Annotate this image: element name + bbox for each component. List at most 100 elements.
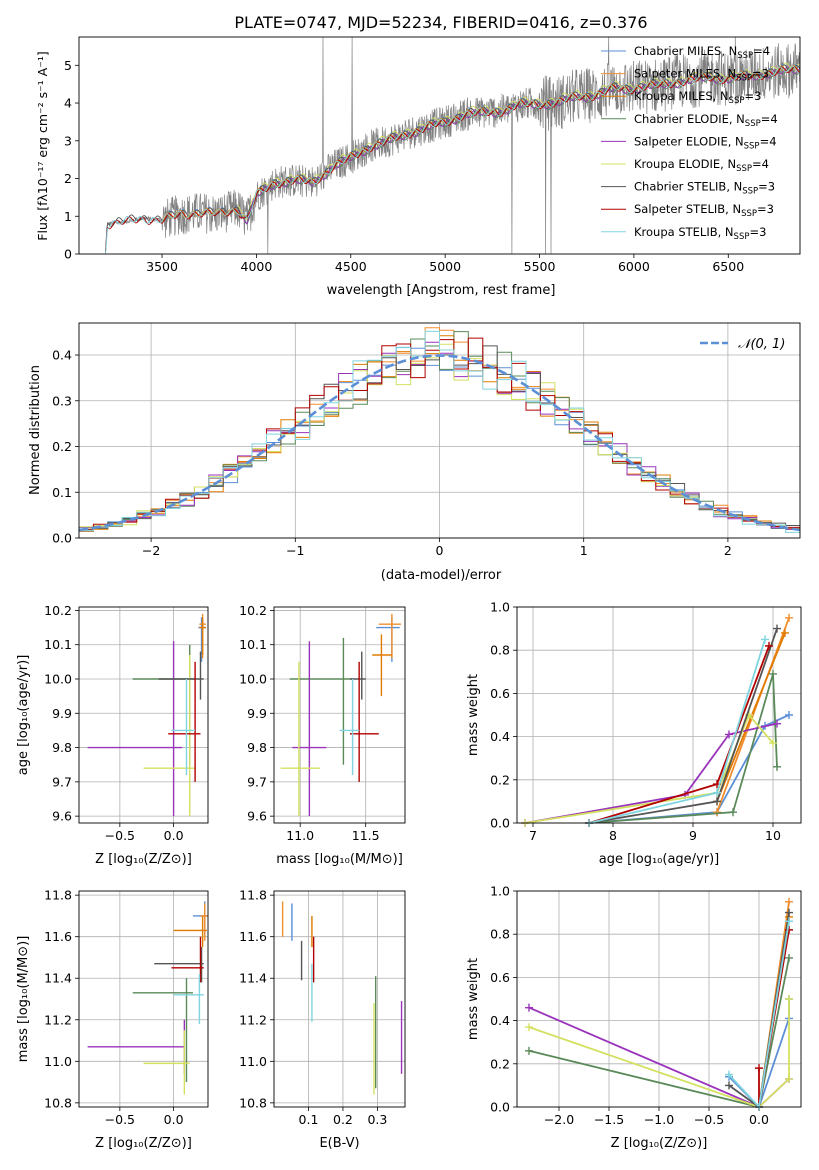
spectrum-panel: 3500 4000 4500 5000 5500 6000 6500 0 1 2 3 4 5 Chabri… xyxy=(35,36,801,298)
x-tick-label: 0.2 xyxy=(333,1112,353,1127)
axes-frame xyxy=(78,606,209,824)
x-tick-label: 0.3 xyxy=(367,1112,387,1127)
y-tick-label: 0.3 xyxy=(52,393,72,408)
weight-marker xyxy=(761,635,769,644)
y-tick-label: 11.6 xyxy=(239,929,267,944)
weight-line-salpeter-elodie xyxy=(524,722,778,824)
x-axis-label: wavelength [Angstrom, rest frame] xyxy=(327,283,556,298)
weight-marker xyxy=(781,628,789,637)
x-axis-label: mass [log₁₀(M/M⊙)] xyxy=(276,852,403,867)
y-tick-label: 2 xyxy=(64,171,72,186)
axes-frame xyxy=(516,606,802,824)
y-axis-label: Normed distribution xyxy=(28,365,43,495)
x-tick-label: 4000 xyxy=(241,259,273,274)
x-tick-label: 10 xyxy=(765,828,781,843)
y-axis-label: Flux [fλ10⁻¹⁷ erg cm⁻² s⁻¹ A⁻¹] xyxy=(35,51,50,240)
x-tick-label: 2 xyxy=(724,543,732,558)
x-tick-label: −0.5 xyxy=(105,1112,135,1127)
y-tick-label: 0.0 xyxy=(490,1100,510,1115)
y-tick-label: 9.9 xyxy=(247,706,267,721)
y-tick-label: 11.4 xyxy=(44,971,72,986)
model-spectrum-line-kroupa-stelib xyxy=(104,65,801,255)
legend-entry: 𝒩(0, 1) xyxy=(738,337,785,352)
weight-marker xyxy=(773,719,781,728)
weight-marker xyxy=(769,669,777,678)
y-tick-label: 11.8 xyxy=(239,888,267,903)
weight-vs-age-panel: 7 8 9 10 0.0 0.2 0.4 0.6 0.8 1.0 mass weight age [l… xyxy=(466,600,802,867)
x-tick-label: 3500 xyxy=(146,259,178,274)
x-tick-label: −1.0 xyxy=(644,1112,674,1127)
x-tick-label: −2.0 xyxy=(544,1112,574,1127)
axes-frame xyxy=(273,606,406,824)
legend-entry: Chabrier MILES, NSSP=4 xyxy=(634,44,770,61)
legend-entry: Salpeter STELIB, NSSP=3 xyxy=(634,202,774,219)
y-tick-label: 0.8 xyxy=(490,643,510,658)
y-tick-label: 10.8 xyxy=(44,1095,72,1110)
residuals-histogram-panel: −2 −1 0 1 2 0.0 0.1 0.2 0.3 0.4 𝒩(0, 1) (data-model… xyxy=(28,322,801,583)
legend-entry: Kroupa STELIB, NSSP=3 xyxy=(634,225,766,242)
x-axis-label: Z [log₁₀(Z/Z⊙)] xyxy=(95,852,192,867)
y-tick-label: 11.4 xyxy=(239,971,267,986)
weight-line-kroupa-elodie xyxy=(528,999,790,1109)
y-tick-label: 11.0 xyxy=(239,1054,267,1069)
legend-entry: Salpeter MILES, NSSP=3 xyxy=(634,67,769,84)
weight-marker xyxy=(729,808,737,817)
y-axis-label: age [log₁₀(age/yr)] xyxy=(16,655,31,776)
y-tick-label: 1 xyxy=(64,209,72,224)
weight-marker xyxy=(713,788,721,797)
axes-frame xyxy=(273,890,406,1108)
weight-marker xyxy=(785,917,793,926)
figure-title: PLATE=0747, MJD=52234, FIBERID=0416, z=0… xyxy=(234,13,647,32)
x-tick-label: 4500 xyxy=(335,259,367,274)
y-tick-label: 0.0 xyxy=(490,816,510,831)
y-tick-label: 0.2 xyxy=(490,1056,510,1071)
y-axis-label: mass weight xyxy=(466,958,481,1040)
gaussian-curve xyxy=(78,354,801,532)
y-tick-label: 10.1 xyxy=(44,637,72,652)
observed-spectrum-line xyxy=(105,36,801,255)
y-tick-label: 10.1 xyxy=(239,637,267,652)
y-axis-label: mass weight xyxy=(466,674,481,756)
mass-vs-metallicity-panel: −0.5 0.0 10.8 11.0 11.2 11.4 11.6 11.8 mass [log… xyxy=(16,888,209,1151)
axes-frame xyxy=(78,36,801,255)
weight-marker xyxy=(785,897,793,906)
y-tick-label: 11.6 xyxy=(44,929,72,944)
y-tick-label: 1.0 xyxy=(490,884,510,899)
weight-vs-metallicity-panel: −2.0 −1.5 −1.0 −0.5 0.0 0.0 0.2 0.4 0.6 0.8 1.0 mas… xyxy=(466,884,802,1151)
y-tick-label: 5 xyxy=(64,58,72,73)
age-vs-metallicity-panel: −0.5 0.0 9.6 9.7 9.8 9.9 10.0 10.1 10.2 age [log₁… xyxy=(16,603,209,867)
weight-line-salpeter-stelib xyxy=(588,645,770,824)
weight-marker xyxy=(785,995,793,1003)
x-tick-label: 0.1 xyxy=(299,1112,319,1127)
y-tick-label: 11.2 xyxy=(44,1012,72,1027)
y-tick-label: 9.7 xyxy=(247,774,267,789)
legend-entry: Kroupa ELODIE, NSSP=4 xyxy=(634,157,769,174)
y-tick-label: 0.6 xyxy=(490,970,510,985)
x-axis-label: Z [log₁₀(Z/Z⊙)] xyxy=(611,1136,708,1151)
y-tick-label: 1.0 xyxy=(490,600,510,615)
y-axis-label: mass [log₁₀(M/M⊙)] xyxy=(16,936,31,1063)
weight-marker xyxy=(525,1023,533,1032)
y-tick-label: 9.7 xyxy=(52,774,72,789)
y-tick-label: 10.2 xyxy=(239,603,267,618)
x-axis-label: (data-model)/error xyxy=(381,568,502,583)
y-tick-label: 11.8 xyxy=(44,888,72,903)
x-tick-label: 5500 xyxy=(524,259,556,274)
legend-entry: Kroupa MILES, NSSP=3 xyxy=(634,89,761,106)
x-tick-label: −1.5 xyxy=(594,1112,624,1127)
y-tick-label: 0.4 xyxy=(52,348,72,363)
weight-marker xyxy=(785,711,793,719)
x-tick-label: 9 xyxy=(689,828,697,843)
x-tick-label: 0.0 xyxy=(164,1112,184,1127)
y-tick-label: 9.8 xyxy=(52,740,72,755)
weight-marker xyxy=(525,1046,533,1055)
axes-frame xyxy=(516,890,802,1108)
x-tick-label: 6500 xyxy=(712,259,744,274)
y-tick-label: 10.0 xyxy=(44,672,72,687)
y-tick-label: 4 xyxy=(64,96,72,111)
legend-entry: Salpeter ELODIE, NSSP=4 xyxy=(634,134,777,151)
y-tick-label: 0.1 xyxy=(52,485,72,500)
x-tick-label: −2 xyxy=(142,543,160,558)
y-tick-label: 10.2 xyxy=(44,603,72,618)
